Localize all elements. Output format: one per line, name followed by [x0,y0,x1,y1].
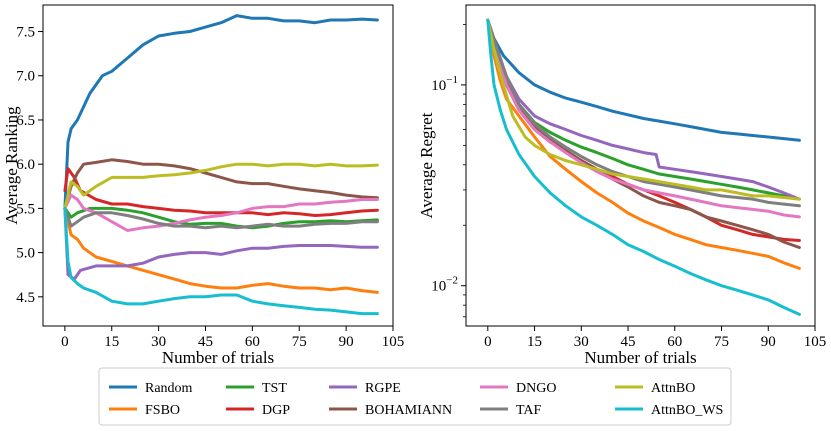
ranking-x-tick-label: 75 [292,334,307,350]
ranking-x-tick-label: 15 [104,334,119,350]
regret-x-tick-label: 75 [714,334,729,350]
legend-label-attnbo: AttnBO [651,381,695,396]
legend-label-taf: TAF [516,403,542,418]
regret-x-tick-label: 0 [484,334,492,350]
regret-series-attnbo-ws [488,20,800,314]
ranking-plot: 0 15 30 45 60 75 90 1054.55.05.56.06.57.07.5Num… [2,5,404,367]
ranking-y-tick-label: 4.5 [16,290,35,306]
regret-series-attnbo [488,20,800,199]
ranking-x-tick-label: 90 [339,334,354,350]
ranking-y-tick-label: 5.0 [16,246,35,262]
legend-label-random: Random [145,381,193,396]
ranking-y-tick-label: 7.0 [16,69,35,85]
legend-label-dngo: DNGO [516,381,556,396]
regret-axes-frame [466,5,815,326]
regret-x-axis-label: Number of trials [584,348,696,367]
ranking-series-rgpe [65,208,378,279]
ranking-y-axis-label: Average Ranking [2,106,21,225]
ranking-y-tick-label: 7.5 [16,25,35,41]
regret-y-tick-label: 10−1 [431,74,458,94]
legend: Random FSBO TST DGP RGPE BOHAMIANN DNGO TAF Attn… [99,368,731,425]
regret-y-tick-label: 10−2 [431,275,458,295]
regret-series-bohamiann [488,20,800,247]
regret-x-tick-label: 105 [804,334,827,350]
legend-label-fsbo: FSBO [145,403,180,418]
ranking-x-tick-label: 0 [61,334,69,350]
regret-y-axis-label: Average Regret [417,112,436,218]
legend-label-dgp: DGP [262,403,290,418]
legend-label-bohamiann: BOHAMIANN [365,403,452,418]
legend-label-rgpe: RGPE [365,381,401,396]
figure: 0 15 30 45 60 75 90 1054.55.05.56.06.57.07.5Num… [0,0,831,431]
ranking-x-axis-label: Number of trials [162,348,274,367]
regret-x-tick-label: 90 [761,334,776,350]
ranking-series-random [65,16,378,209]
regret-series-tst [488,20,800,199]
legend-label-attnbo-ws: AttnBO_WS [651,403,723,418]
legend-label-tst: TST [262,381,287,396]
ranking-x-tick-label: 105 [382,334,405,350]
regret-series-rgpe [488,20,800,199]
regret-x-tick-label: 15 [527,334,542,350]
